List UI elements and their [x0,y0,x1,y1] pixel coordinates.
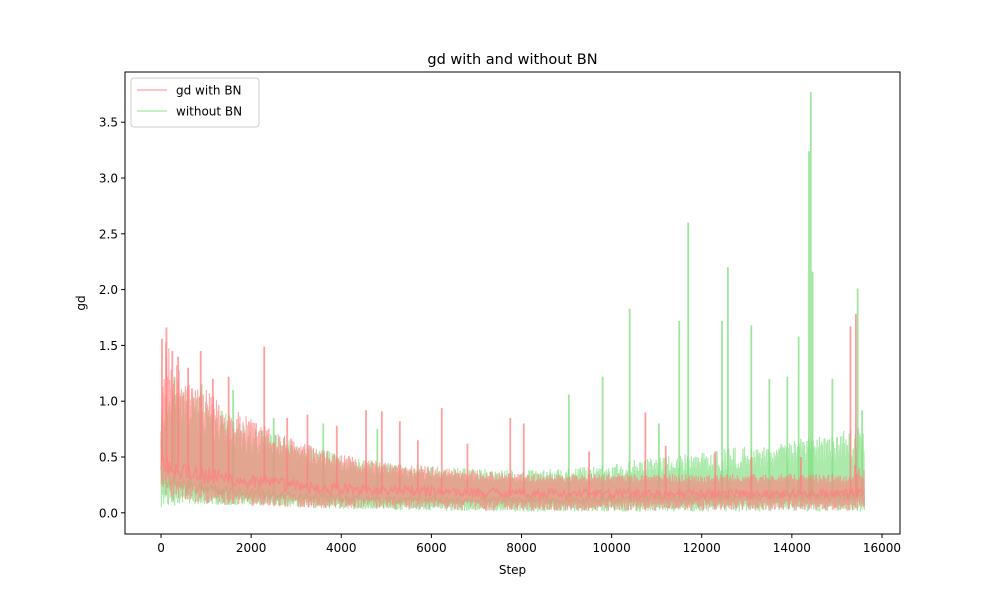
y-tick-label: 3.5 [99,116,118,130]
legend-label-gd-with-bn: gd with BN [176,84,242,98]
legend: gd with BN without BN [130,77,260,128]
x-tick-label: 0 [157,541,165,555]
chart-title: gd with and without BN [427,52,597,68]
x-tick-label: 12000 [683,541,721,555]
y-axis-label: gd [74,295,88,310]
y-tick-label: 1.0 [99,395,118,409]
y-axis: 0.0 0.5 1.0 1.5 2.0 2.5 3.0 3.5 [99,116,125,520]
y-tick-label: 3.0 [99,172,118,186]
x-tick-label: 10000 [593,541,631,555]
x-tick-label: 6000 [416,541,447,555]
x-axis-label: Step [499,563,526,577]
x-tick-label: 2000 [236,541,267,555]
x-tick-label: 4000 [326,541,357,555]
legend-label-without-bn: without BN [176,105,242,119]
y-tick-label: 2.0 [99,283,118,297]
x-tick-label: 14000 [773,541,811,555]
y-tick-label: 0.0 [99,506,118,520]
x-axis: 0 2000 4000 6000 8000 10000 12000 14000 16000 [157,534,901,555]
y-tick-label: 1.5 [99,339,118,353]
plot-frame [124,71,901,535]
x-tick-label: 8000 [506,541,537,555]
series-center-trace [160,453,865,501]
series-gd-with-bn [160,314,865,511]
y-tick-label: 2.5 [99,227,118,241]
x-tick-label: 16000 [863,541,901,555]
plot-area [160,92,865,512]
y-tick-label: 0.5 [99,451,118,465]
